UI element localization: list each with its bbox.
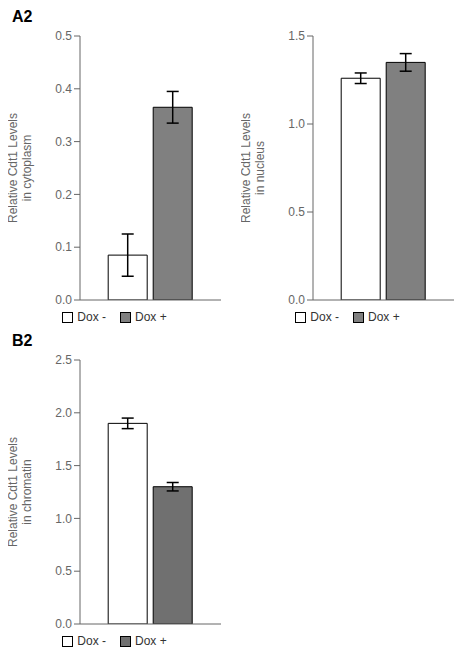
svg-text:2.5: 2.5	[55, 353, 72, 367]
svg-text:Relative Cdt1 Levelsin chromat: Relative Cdt1 Levelsin chromatin	[8, 437, 34, 547]
svg-text:0.0: 0.0	[55, 617, 72, 631]
svg-text:0.0: 0.0	[288, 293, 305, 307]
html-text:Dox -: Dox -	[77, 310, 106, 324]
html-text:Dox +: Dox +	[135, 310, 167, 324]
svg-text:0.5: 0.5	[55, 564, 72, 578]
svg-text:1.0: 1.0	[288, 117, 305, 131]
svg-text:1.0: 1.0	[55, 512, 72, 526]
svg-text:0.5: 0.5	[288, 205, 305, 219]
html-text:Dox +: Dox +	[135, 634, 167, 648]
html-text:Dox -: Dox -	[310, 310, 339, 324]
svg-text:0.5: 0.5	[55, 29, 72, 43]
svg-text:1.5: 1.5	[55, 459, 72, 473]
svg-text:0.1: 0.1	[55, 240, 72, 254]
svg-text:0.0: 0.0	[55, 293, 72, 307]
svg-text:Relative Cdt1 Levelsin cytopla: Relative Cdt1 Levelsin cytoplasm	[8, 113, 34, 223]
svg-text:Relative Cdt1 Levelsin nucleus: Relative Cdt1 Levelsin nucleus	[241, 113, 267, 223]
svg-text:1.5: 1.5	[288, 29, 305, 43]
html-text:Dox -: Dox -	[77, 634, 106, 648]
svg-text:2.0: 2.0	[55, 406, 72, 420]
html-text:Dox +: Dox +	[368, 310, 400, 324]
html-text:B2: B2	[12, 332, 33, 349]
svg-text:0.4: 0.4	[55, 82, 72, 96]
html-text:A2: A2	[12, 8, 33, 25]
svg-text:0.3: 0.3	[55, 135, 72, 149]
svg-text:0.2: 0.2	[55, 188, 72, 202]
